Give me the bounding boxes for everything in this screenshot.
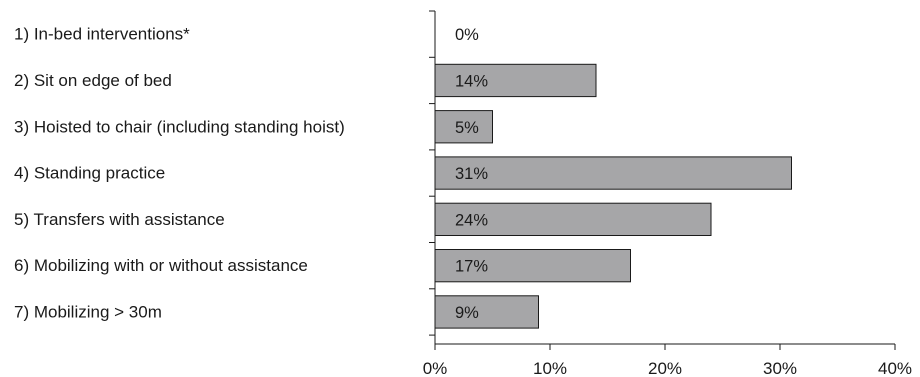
bar-4 [434, 156, 792, 190]
category-label-5: 5) Transfers with assistance [14, 210, 225, 229]
category-label-7: 7) Mobilizing > 30m [14, 302, 162, 321]
data-label-1: 0% [455, 26, 479, 44]
x-tick-label-4: 40% [878, 359, 912, 377]
bar-6 [434, 249, 631, 283]
bar-3 [434, 110, 493, 144]
data-label-5: 24% [455, 211, 488, 229]
x-tick-label-1: 10% [533, 359, 567, 377]
bar-2 [434, 63, 597, 98]
data-label-4: 31% [455, 165, 488, 183]
x-tick-label-2: 20% [648, 359, 682, 377]
data-label-6: 17% [455, 258, 488, 276]
data-label-7: 9% [455, 304, 479, 322]
x-tick-label-0: 0% [423, 359, 448, 377]
category-label-1: 1) In-bed interventions* [14, 25, 190, 44]
category-label-3: 3) Hoisted to chair (including standing … [14, 117, 345, 136]
bar-5 [434, 202, 712, 236]
data-label-2: 14% [455, 72, 488, 90]
category-label-6: 6) Mobilizing with or without assistance [14, 256, 308, 275]
x-tick-label-3: 30% [763, 359, 797, 377]
bar-7 [434, 295, 539, 329]
category-label-2: 2) Sit on edge of bed [14, 71, 172, 90]
data-label-3: 5% [455, 119, 479, 137]
category-label-4: 4) Standing practice [14, 164, 165, 183]
